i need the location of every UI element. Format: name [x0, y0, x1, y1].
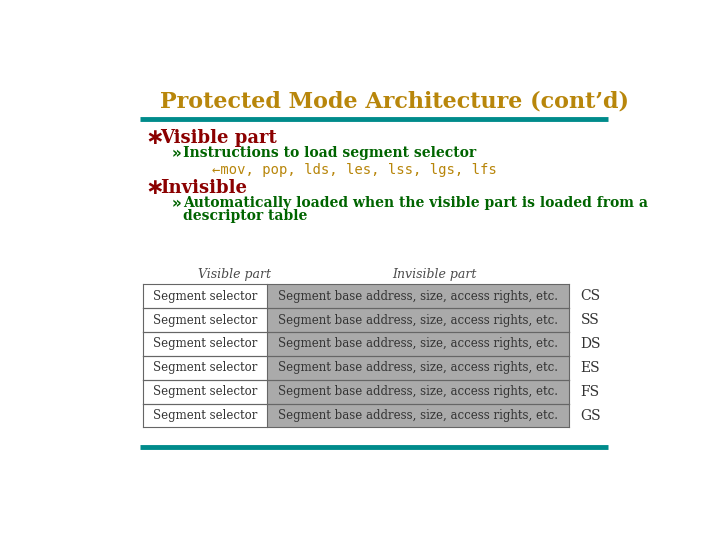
- Text: Visible part: Visible part: [160, 129, 276, 147]
- Text: Segment selector: Segment selector: [153, 385, 257, 398]
- Bar: [143, 403, 266, 428]
- Text: Instructions to load segment selector: Instructions to load segment selector: [183, 146, 476, 160]
- Text: FS: FS: [580, 384, 600, 399]
- Text: Segment base address, size, access rights, etc.: Segment base address, size, access right…: [278, 289, 558, 303]
- Text: Segment selector: Segment selector: [153, 314, 257, 327]
- Text: CS: CS: [580, 289, 600, 303]
- Text: Segment base address, size, access rights, etc.: Segment base address, size, access right…: [278, 314, 558, 327]
- Text: descriptor table: descriptor table: [183, 209, 307, 222]
- Text: Segment selector: Segment selector: [153, 289, 257, 303]
- Text: Segment base address, size, access rights, etc.: Segment base address, size, access right…: [278, 361, 558, 374]
- Bar: [143, 380, 266, 403]
- Bar: [143, 284, 266, 308]
- Text: Automatically loaded when the visible part is loaded from a: Automatically loaded when the visible pa…: [183, 197, 648, 211]
- Text: Visible part: Visible part: [199, 268, 271, 281]
- Bar: [266, 356, 569, 380]
- Text: DS: DS: [580, 337, 601, 351]
- Bar: [266, 308, 569, 332]
- Bar: [266, 284, 569, 308]
- Bar: [143, 356, 266, 380]
- Text: ES: ES: [580, 361, 600, 375]
- Text: Segment base address, size, access rights, etc.: Segment base address, size, access right…: [278, 338, 558, 350]
- Text: Segment base address, size, access rights, etc.: Segment base address, size, access right…: [278, 409, 558, 422]
- Bar: [143, 332, 266, 356]
- Text: ∗: ∗: [145, 178, 164, 198]
- Text: ←mov, pop, lds, les, lss, lgs, lfs: ←mov, pop, lds, les, lss, lgs, lfs: [212, 163, 498, 177]
- Text: GS: GS: [580, 409, 601, 422]
- Text: »: »: [171, 146, 181, 161]
- Text: ∗: ∗: [145, 128, 164, 148]
- Text: Invisible: Invisible: [160, 179, 247, 197]
- Text: SS: SS: [580, 313, 599, 327]
- Text: Protected Mode Architecture (cont’d): Protected Mode Architecture (cont’d): [160, 91, 629, 113]
- Text: Segment selector: Segment selector: [153, 361, 257, 374]
- Text: Segment base address, size, access rights, etc.: Segment base address, size, access right…: [278, 385, 558, 398]
- Text: »: »: [171, 196, 181, 211]
- Text: Invisible part: Invisible part: [392, 268, 477, 281]
- Bar: [266, 403, 569, 428]
- Bar: [266, 332, 569, 356]
- Bar: [143, 308, 266, 332]
- Text: Segment selector: Segment selector: [153, 409, 257, 422]
- Text: Segment selector: Segment selector: [153, 338, 257, 350]
- Bar: [266, 380, 569, 403]
